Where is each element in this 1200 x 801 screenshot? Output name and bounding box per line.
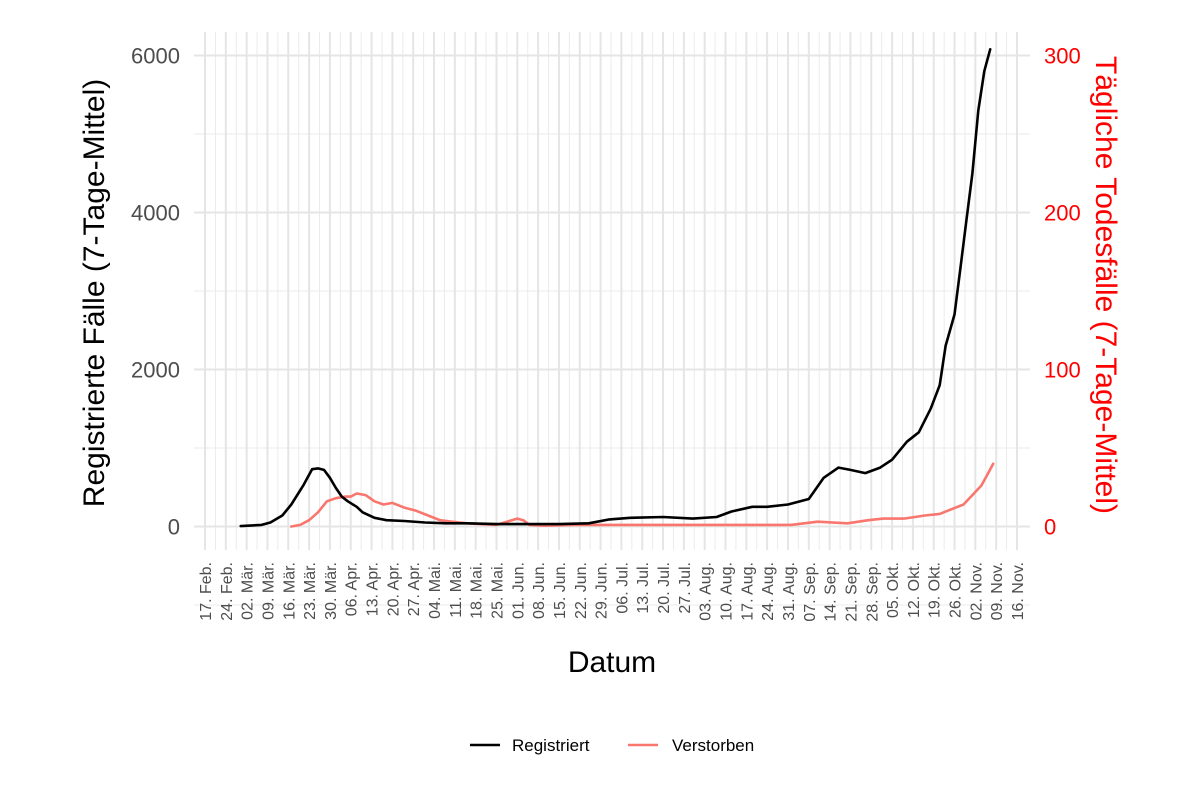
left-tick-label: 4000 xyxy=(131,201,180,226)
x-tick-label: 09. Mär. xyxy=(260,562,277,620)
legend: Registriert Verstorben xyxy=(470,736,754,755)
x-axis-ticks: 17. Feb. 24. Feb. 02. Mär. 09. Mär. 16. Mär.… xyxy=(198,562,1027,622)
x-tick-label: 29. Jun. xyxy=(594,562,611,619)
left-axis-title: Registrierte Fälle (7-Tage-Mittel) xyxy=(78,79,111,507)
x-tick-label: 01. Jun. xyxy=(510,562,527,619)
x-tick-label: 09. Nov. xyxy=(989,562,1006,620)
x-tick-label: 03. Aug. xyxy=(698,562,715,621)
x-tick-label: 24. Feb. xyxy=(219,562,236,621)
right-tick-label: 0 xyxy=(1044,514,1056,539)
series-line-verstorben xyxy=(289,462,995,528)
x-tick-label: 17. Feb. xyxy=(198,562,215,621)
x-tick-label: 12. Okt. xyxy=(906,562,923,618)
x-tick-label: 04. Mai. xyxy=(427,562,444,619)
series-line-registriert xyxy=(239,47,992,528)
right-tick-label: 100 xyxy=(1044,357,1081,382)
x-tick-label: 10. Aug. xyxy=(719,562,736,621)
x-tick-label: 16. Nov. xyxy=(1010,562,1027,620)
x-tick-label: 19. Okt. xyxy=(927,562,944,618)
x-tick-label: 27. Apr. xyxy=(406,562,423,616)
x-tick-label: 27. Jul. xyxy=(677,562,694,614)
x-tick-label: 30. Mär. xyxy=(323,562,340,620)
x-tick-label: 21. Sep. xyxy=(843,562,860,622)
x-tick-label: 11. Mai. xyxy=(448,562,465,618)
x-tick-label: 26. Okt. xyxy=(948,562,965,618)
x-tick-label: 16. Mär. xyxy=(281,562,298,620)
x-tick-label: 13. Apr. xyxy=(365,562,382,616)
right-axis-title: Tägliche Todesfälle (7-Tage-Mittel) xyxy=(1089,56,1122,514)
left-axis-ticks: 0 2000 4000 6000 xyxy=(131,44,180,540)
x-tick-label: 08. Jun. xyxy=(531,562,548,619)
left-tick-label: 2000 xyxy=(131,357,180,382)
minor-grid xyxy=(194,32,1030,606)
x-tick-label: 17. Aug. xyxy=(739,562,756,621)
legend-label-verstorben: Verstorben xyxy=(672,736,754,755)
x-tick-label: 07. Sep. xyxy=(802,562,819,622)
x-tick-label: 22. Jun. xyxy=(573,562,590,619)
legend-label-registriert: Registriert xyxy=(512,736,590,755)
x-tick-label: 20. Apr. xyxy=(385,562,402,616)
x-tick-label: 02. Mär. xyxy=(240,562,257,620)
x-tick-label: 15. Jun. xyxy=(552,562,569,619)
x-tick-label: 13. Jul. xyxy=(635,562,652,614)
x-tick-label: 06. Jul. xyxy=(614,562,631,614)
left-tick-label: 6000 xyxy=(131,44,180,69)
x-tick-label: 18. Mai. xyxy=(469,562,486,619)
series-layer xyxy=(239,47,995,528)
x-tick-label: 25. Mai. xyxy=(489,562,506,619)
right-axis-ticks: 0 100 200 300 xyxy=(1044,44,1081,540)
x-tick-label: 31. Aug. xyxy=(781,562,798,621)
x-axis-title: Datum xyxy=(568,646,656,679)
x-tick-label: 23. Mär. xyxy=(302,562,319,620)
x-tick-label: 14. Sep. xyxy=(823,562,840,622)
right-tick-label: 300 xyxy=(1044,44,1081,69)
x-tick-label: 20. Jul. xyxy=(656,562,673,614)
x-tick-label: 02. Nov. xyxy=(968,562,985,620)
x-tick-label: 06. Apr. xyxy=(344,562,361,616)
x-tick-label: 28. Sep. xyxy=(864,562,881,622)
major-grid xyxy=(194,32,1030,550)
x-tick-label: 24. Aug. xyxy=(760,562,777,621)
x-tick-label: 05. Okt. xyxy=(885,562,902,618)
left-tick-label: 0 xyxy=(168,514,180,539)
right-tick-label: 200 xyxy=(1044,201,1081,226)
